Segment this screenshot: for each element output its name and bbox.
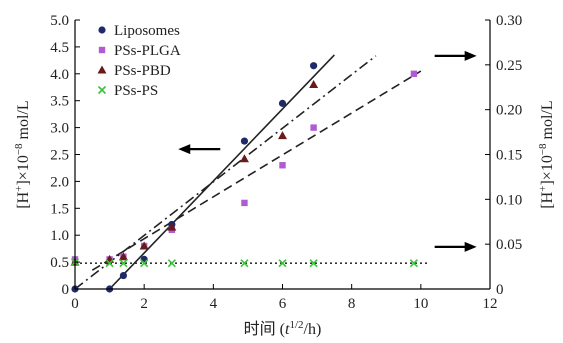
y2-tick-label: 0.30 [496,13,522,29]
point-pss-pbd [167,222,177,231]
y-tick-label: 4.0 [50,67,69,83]
y-axis-title: [H+]×10−8 mol/L [13,100,32,208]
point-pss-ps-b [278,259,287,268]
x-tick-label: 6 [279,296,287,312]
legend-marker-pss-plga [98,46,106,54]
point-liposomes [278,99,287,107]
point-liposomes [119,271,128,280]
point-pss-pbd [139,241,149,250]
annotation-arrows [178,50,477,252]
fit-lines [74,54,428,290]
point-pss-ps-b [140,259,149,268]
fit-line-pss-plga [74,55,377,290]
y-tick-label: 2.0 [50,174,69,190]
legend: Liposomes PSs-PLGA PSs-PBD PSs-PS [97,23,181,99]
axes: 0 2 4 6 8 10 1200.51.01.52.02.53.03.54.04.55.0… [13,13,556,338]
x-tick-label: 10 [413,296,428,312]
y2-tick-label: 0.05 [496,237,522,253]
y-tick-label: 2.5 [50,148,69,164]
point-pss-ps-b [409,259,418,268]
legend-label-pss-pbd: PSs-PBD [114,63,171,79]
y2-tick-label: 0.25 [496,58,522,74]
y-tick-label: 3.5 [50,94,69,110]
point-pss-ps-b [119,259,128,268]
point-liposomes [240,137,249,145]
y-tick-label: 1.5 [50,201,69,217]
legend-label-pss-plga: PSs-PLGA [114,43,181,59]
arrow-right [434,241,477,252]
point-pss-ps [167,259,176,268]
point-pss-ps [240,259,249,268]
point-pss-ps-b [105,259,114,268]
y2-tick-label: 0.10 [496,192,522,208]
y2-axis-title-base: [H [539,191,556,208]
point-liposomes [310,62,318,70]
point-pss-pbd [239,154,249,163]
legend-label-liposomes: Liposomes [114,23,180,39]
x-axis-title-suffix: /h) [304,321,322,338]
y-axis-title-unit: mol/L [15,100,32,143]
point-pss-ps-b [240,259,249,268]
arrow-head [178,144,191,155]
x-tick-label: 8 [348,296,356,312]
point-pss-plga [241,199,248,207]
arrow-left [178,144,221,155]
y2-axis-title-exp: −8 [537,143,549,155]
point-pss-ps [309,259,318,268]
y2-axis-title-unit: mol/L [539,100,556,143]
legend-marker-pss-pbd [97,65,107,74]
y-axis-title-base: [H [15,191,32,208]
legend-marker-liposomes [98,26,106,34]
x-axis-title: 时间 (t1/2/h) [244,319,322,338]
point-pss-ps-b [309,259,318,268]
y2-tick-label: 0 [496,282,504,298]
arrow-head [464,241,477,252]
y2-tick-label: 0.15 [496,148,522,164]
y-tick-label: 0.5 [50,255,69,271]
y-axis-title-exp: −8 [13,143,25,155]
point-pss-ps [140,259,149,268]
y-tick-label: 5.0 [50,13,69,29]
fit-line-liposomes [109,54,335,290]
x-tick-label: 0 [71,296,79,312]
y-tick-label: 0 [62,282,70,298]
point-pss-ps [119,259,128,268]
point-pss-pbd [309,80,319,89]
point-pss-plga [310,124,317,131]
legend-label-pss-ps: PSs-PS [114,83,158,99]
y-tick-label: 1.0 [50,228,69,244]
y2-axis-title-mid: ]×10 [539,155,556,185]
point-pss-ps [105,259,114,268]
point-pss-ps [278,259,287,268]
arrow-head [464,50,477,61]
y-axis-title-sup: + [13,186,25,192]
x-tick-label: 4 [210,296,218,312]
y2-tick-label: 0.20 [496,103,522,119]
point-pss-plga [279,162,286,169]
y2-axis-title: [H+]×10−8 mol/L [537,100,556,208]
data-markers [70,62,418,293]
y-axis-title-mid: ]×10 [15,155,32,185]
fit-line-pss-pbd [91,70,422,271]
point-pss-pbd [118,252,128,261]
y-tick-label: 4.5 [50,40,69,56]
point-pss-ps [409,259,418,268]
point-pss-pbd [278,131,287,140]
x-tick-label: 12 [483,296,498,312]
x-axis-title-sup: 1/2 [289,319,303,331]
arrow-right [434,50,477,61]
y-tick-label: 3.0 [50,121,69,137]
point-pss-plga [410,70,418,77]
legend-marker-pss-ps-b [97,85,107,95]
point-pss-ps-b [167,259,176,268]
point-liposomes [140,255,148,264]
x-tick-label: 2 [140,296,148,312]
y2-axis-title-sup: + [537,186,549,192]
x-axis-title-var: t [285,321,290,338]
legend-marker-pss-ps [97,85,107,95]
x-axis-title-prefix: 时间 ( [244,320,285,338]
